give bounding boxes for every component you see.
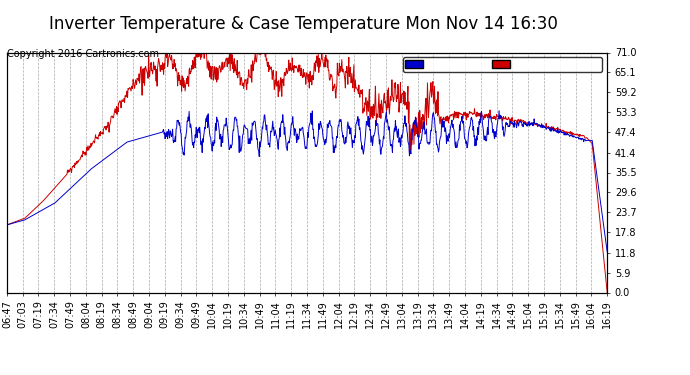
Legend: Case  (°C), Inverter  (°C): Case (°C), Inverter (°C) [403,57,602,72]
Text: Copyright 2016 Cartronics.com: Copyright 2016 Cartronics.com [7,49,159,59]
Text: Inverter Temperature & Case Temperature Mon Nov 14 16:30: Inverter Temperature & Case Temperature … [49,15,558,33]
